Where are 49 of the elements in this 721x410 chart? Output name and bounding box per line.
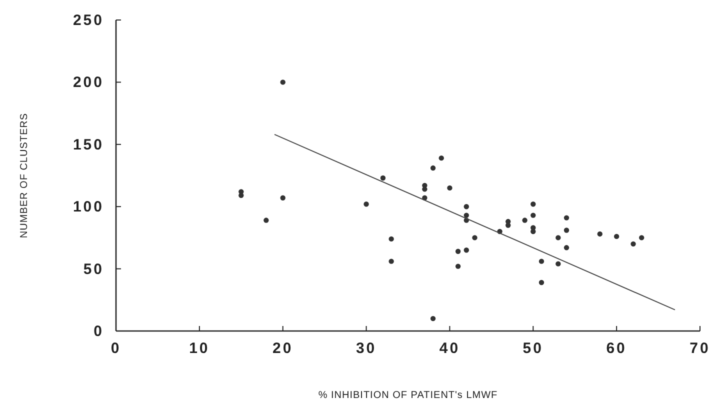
point: [538, 258, 544, 264]
y-tick-label: 50: [83, 260, 104, 278]
point: [455, 248, 461, 254]
x-tick-label: 20: [272, 340, 294, 357]
point: [364, 202, 369, 207]
point: [280, 80, 286, 85]
point: [472, 235, 478, 240]
point: [564, 228, 570, 233]
x-tick-label: 0: [110, 340, 122, 357]
point: [614, 234, 620, 240]
y-tick-label: 150: [72, 136, 104, 154]
point: [530, 202, 536, 207]
point: [455, 264, 461, 269]
point: [438, 155, 444, 161]
point: [447, 185, 452, 191]
point: [564, 215, 570, 220]
point: [430, 165, 436, 171]
point: [522, 218, 528, 223]
point: [464, 204, 469, 210]
x-tick-label: 40: [439, 340, 460, 357]
point: [639, 235, 644, 240]
point: [538, 280, 544, 286]
point: [530, 212, 536, 218]
x-tick-label: 10: [189, 340, 210, 357]
y-tick-label: 200: [72, 74, 104, 92]
point: [422, 186, 428, 192]
point: [388, 236, 394, 242]
point: [464, 212, 469, 218]
x-tick-label: 70: [690, 340, 710, 357]
point: [464, 248, 469, 253]
point: [597, 231, 602, 237]
x-tick-label: 60: [606, 340, 627, 357]
point: [556, 261, 561, 266]
x-axis-title: % INHIBITION OF PATIENT's LMWF: [318, 390, 498, 401]
point: [556, 235, 561, 240]
point: [630, 241, 636, 247]
point: [506, 222, 511, 228]
point: [280, 195, 286, 200]
y-tick-label: 250: [72, 12, 104, 29]
point: [388, 258, 394, 264]
y-tick-label: 0: [94, 323, 104, 340]
point: [380, 175, 386, 181]
y-axis-title: NUMBER OF CLUSTERS: [19, 112, 30, 238]
y-tick-label: 100: [72, 198, 104, 216]
point: [564, 245, 570, 250]
point: [264, 218, 269, 223]
x-tick-label: 30: [356, 340, 377, 357]
x-tick-label: 50: [522, 340, 544, 357]
point: [430, 316, 436, 322]
